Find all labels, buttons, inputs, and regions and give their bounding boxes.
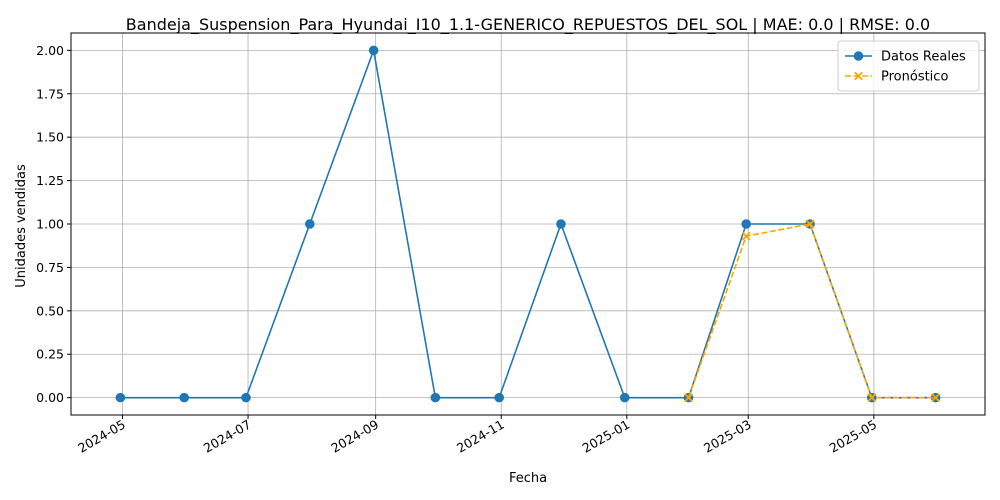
marker-stroke (741, 231, 751, 241)
y-tick-label: 1.75 (36, 86, 64, 101)
legend-label: Datos Reales (881, 50, 966, 65)
data-point (304, 219, 315, 229)
y-tick-label: 0.00 (36, 390, 64, 405)
data-point (867, 393, 877, 403)
data-point (619, 392, 630, 403)
data-point (179, 392, 190, 403)
y-tick-label: 2.00 (36, 43, 64, 58)
series-line (687, 223, 936, 399)
data-point (115, 392, 126, 403)
legend-label: Pronóstico (881, 70, 948, 85)
data-point (741, 219, 752, 229)
marker-stroke (854, 71, 863, 81)
chart-title: Bandeja_Suspension_Para_Hyundai_I10_1.1-… (126, 15, 930, 35)
x-tick-label: 2025-01 (580, 417, 633, 456)
series-1 (684, 219, 941, 403)
legend-box (837, 40, 980, 92)
y-axis: 0.00 0.25 0.50 0.75 1.00 1.25 1.50 1.75 2.00 (36, 43, 71, 405)
y-tick-label: 1.50 (36, 130, 64, 145)
x-tick-label: 2024-09 (328, 417, 381, 456)
x-tick-label: 2025-03 (701, 417, 754, 456)
data-point (241, 392, 251, 403)
legend-marker (854, 71, 863, 81)
y-tick-label: 1.00 (36, 217, 64, 232)
legend-item-0: Datos Reales (845, 50, 966, 65)
x-tick-label: 2024-07 (201, 417, 254, 456)
marker-stroke (931, 393, 941, 403)
y-tick-label: 0.25 (36, 347, 64, 362)
x-tick-label: 2025-05 (827, 417, 880, 456)
legend-item-1: Pronóstico (845, 70, 948, 85)
series-layer (115, 45, 941, 403)
data-point (741, 231, 751, 241)
data-point (805, 219, 815, 229)
y-tick-label: 0.50 (36, 303, 64, 318)
y-tick-label: 0.75 (36, 260, 64, 275)
marker-stroke (805, 219, 815, 229)
legend: Datos Reales Pronóstico (837, 40, 980, 92)
x-axis-label: Fecha (509, 471, 547, 486)
x-axis: 2024-05 2024-07 2024-09 2024-11 2025-01 2025-… (75, 415, 879, 456)
series-line (120, 49, 936, 399)
y-axis-label: Unidades vendidas (14, 164, 29, 288)
data-point (494, 392, 504, 403)
data-point (556, 219, 566, 229)
grid (71, 33, 985, 415)
legend-marker (853, 51, 864, 61)
data-point (931, 393, 941, 403)
data-point (430, 392, 441, 403)
y-tick-label: 1.25 (36, 173, 64, 188)
x-tick-label: 2024-11 (454, 417, 507, 456)
x-tick-label: 2024-05 (75, 417, 128, 456)
marker-stroke (684, 393, 694, 403)
data-point (684, 393, 694, 403)
data-point (368, 45, 379, 56)
marker-stroke (867, 393, 877, 403)
